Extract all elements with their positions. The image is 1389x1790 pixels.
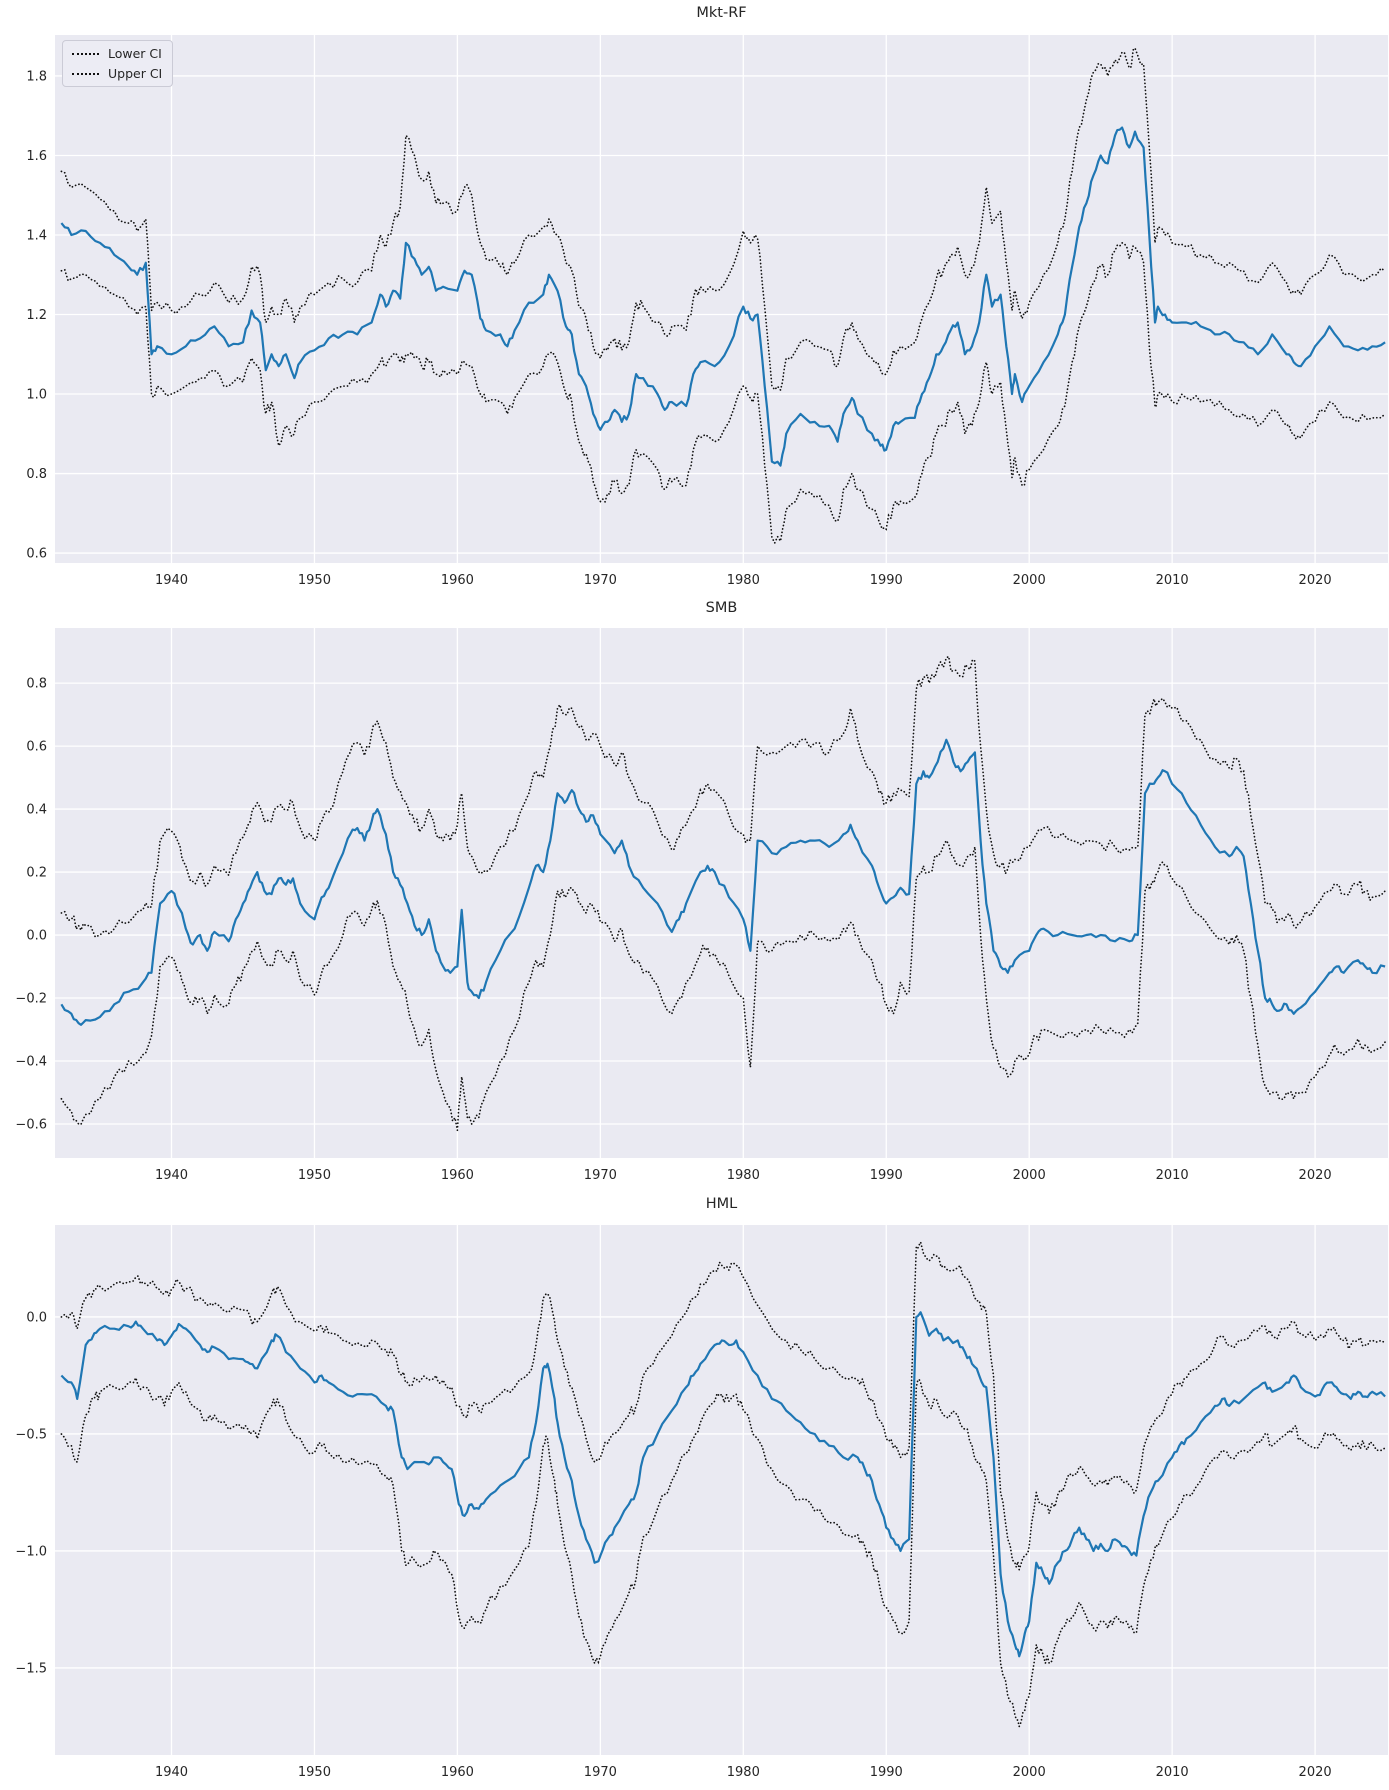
y-tick-labels: 0.6 0.8 1.0 1.2 1.4 1.6 1.8: [26, 69, 47, 561]
svg-text:1980: 1980: [727, 1765, 760, 1780]
svg-text:1940: 1940: [155, 1168, 188, 1183]
svg-text:0.4: 0.4: [26, 803, 47, 818]
svg-text:0.0: 0.0: [26, 1310, 47, 1325]
series-group: [60, 46, 1386, 546]
x-tick-labels: 1940 1950 1960 1970 1980 1990 2000 2010 2020: [155, 1168, 1332, 1183]
dotted-line-swatch: [72, 72, 99, 75]
upper-ci-line: [60, 655, 1386, 939]
svg-text:1980: 1980: [727, 573, 760, 588]
lower-ci-line: [60, 241, 1386, 546]
svg-text:2000: 2000: [1013, 573, 1046, 588]
legend-label: Upper CI: [108, 66, 163, 81]
svg-text:1990: 1990: [870, 573, 903, 588]
svg-text:1960: 1960: [441, 1168, 474, 1183]
coefficient-line: [60, 1311, 1386, 1658]
svg-text:1990: 1990: [870, 1765, 903, 1780]
svg-text:1960: 1960: [441, 1765, 474, 1780]
svg-text:0.8: 0.8: [26, 677, 47, 692]
svg-text:1970: 1970: [584, 1168, 617, 1183]
svg-text:1960: 1960: [441, 573, 474, 588]
svg-text:2020: 2020: [1299, 1765, 1332, 1780]
svg-text:1980: 1980: [727, 1168, 760, 1183]
legend: Lower CI Upper CI: [62, 40, 174, 87]
upper-ci-line: [60, 1239, 1386, 1571]
svg-text:0.8: 0.8: [26, 467, 47, 482]
svg-text:2010: 2010: [1156, 1765, 1189, 1780]
svg-text:1990: 1990: [870, 1168, 903, 1183]
legend-item-upper-ci: Upper CI: [72, 66, 162, 81]
panel-title-hml: HML: [705, 1196, 738, 1212]
panel-title-mkt-rf: Mkt-RF: [696, 5, 747, 21]
svg-text:2010: 2010: [1156, 1168, 1189, 1183]
svg-text:1970: 1970: [584, 573, 617, 588]
lower-ci-line: [60, 1375, 1386, 1730]
svg-text:1.8: 1.8: [26, 69, 47, 84]
svg-text:1.2: 1.2: [26, 308, 47, 323]
svg-text:1940: 1940: [155, 1765, 188, 1780]
svg-text:−1.0: −1.0: [15, 1544, 47, 1559]
dotted-line-swatch: [72, 52, 99, 55]
panel-HML: 0.0 −0.5 −1.0 −1.5 1940 1950 1960 1970 1980 1990 2…: [15, 1225, 1388, 1780]
svg-text:1.0: 1.0: [26, 388, 47, 403]
svg-text:1950: 1950: [298, 573, 331, 588]
coefficient-line: [60, 126, 1386, 467]
svg-text:1950: 1950: [298, 1168, 331, 1183]
svg-text:0.6: 0.6: [26, 547, 47, 562]
x-tick-labels: 1940 1950 1960 1970 1980 1990 2000 2010 2020: [155, 573, 1332, 588]
upper-ci-line: [60, 46, 1386, 392]
svg-text:−0.4: −0.4: [15, 1055, 47, 1070]
y-tick-labels: 0.8 0.6 0.4 0.2 0.0 −0.2 −0.4 −0.6: [15, 677, 47, 1133]
gridlines: [55, 1225, 1388, 1755]
svg-text:1970: 1970: [584, 1765, 617, 1780]
panel-Mkt-RF: 0.6 0.8 1.0 1.2 1.4 1.6 1.8 1940 1950 1960 1970 198…: [26, 35, 1388, 588]
coefficient-line: [60, 738, 1386, 1026]
x-tick-labels: 1940 1950 1960 1970 1980 1990 2000 2010 2020: [155, 1765, 1332, 1780]
svg-text:2000: 2000: [1013, 1765, 1046, 1780]
svg-text:1.6: 1.6: [26, 149, 47, 164]
legend-item-lower-ci: Lower CI: [72, 46, 162, 61]
svg-text:0.6: 0.6: [26, 740, 47, 755]
y-tick-labels: 0.0 −0.5 −1.0 −1.5: [15, 1310, 47, 1676]
svg-text:−1.5: −1.5: [15, 1661, 47, 1676]
svg-text:2020: 2020: [1299, 573, 1332, 588]
svg-text:−0.5: −0.5: [15, 1427, 47, 1442]
svg-text:0.0: 0.0: [26, 929, 47, 944]
svg-text:1.4: 1.4: [26, 228, 47, 243]
svg-text:2000: 2000: [1013, 1168, 1046, 1183]
svg-text:1940: 1940: [155, 573, 188, 588]
svg-text:1950: 1950: [298, 1765, 331, 1780]
gridlines: [55, 628, 1388, 1158]
svg-text:−0.6: −0.6: [15, 1117, 47, 1132]
svg-text:−0.2: −0.2: [15, 992, 47, 1007]
svg-text:2020: 2020: [1299, 1168, 1332, 1183]
series-group: [60, 655, 1386, 1131]
svg-text:2010: 2010: [1156, 573, 1189, 588]
svg-text:0.2: 0.2: [26, 866, 47, 881]
legend-label: Lower CI: [108, 46, 162, 61]
series-group: [60, 1239, 1386, 1730]
lower-ci-line: [60, 838, 1386, 1131]
panel-title-smb: SMB: [705, 600, 738, 616]
